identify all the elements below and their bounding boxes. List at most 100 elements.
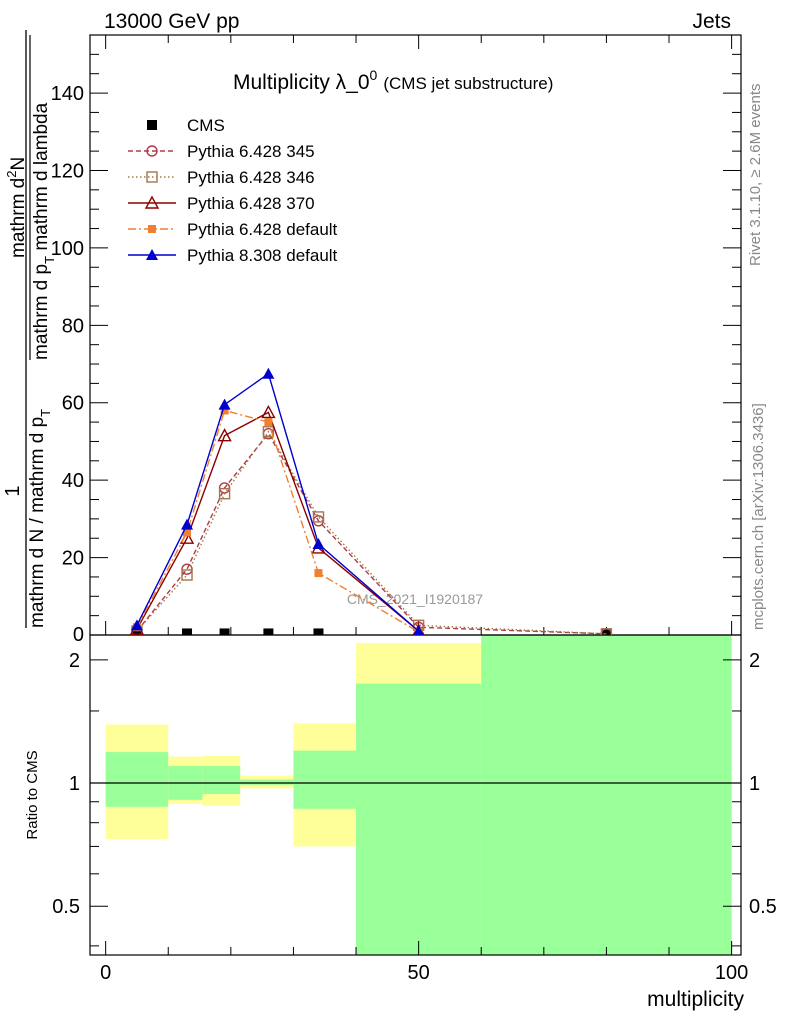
marker-square xyxy=(601,628,612,635)
ylabel-upper-sup: 2 xyxy=(4,171,19,178)
ratio-band-green xyxy=(481,635,732,955)
ratio-band-green xyxy=(105,752,169,807)
series-pythia-8-308-default xyxy=(130,367,425,635)
x-tick-label: 100 xyxy=(715,962,748,984)
y-tick-label: 20 xyxy=(62,548,84,570)
main-axes: 20 40 60 80 100 120 140 0 xyxy=(51,34,741,646)
marker-square-open xyxy=(146,171,158,183)
legend-label: Pythia 6.428 346 xyxy=(187,168,315,187)
series-line xyxy=(136,430,607,635)
ratio-ylabel: Ratio to CMS xyxy=(24,750,41,839)
series-line xyxy=(136,409,419,633)
legend-label: Pythia 6.428 345 xyxy=(187,142,315,161)
ratio-band-green xyxy=(356,683,482,955)
marker-square xyxy=(263,628,274,635)
y-tick-label: 60 xyxy=(62,393,84,415)
legend: CMS Pythia 6.428 345 Pythia 6.428 346 Pythi… xyxy=(128,116,338,265)
marker-triangle-filled xyxy=(146,249,158,260)
ylabel-denominator: mathrm d N / mathrm d pT mathrm d lambda xyxy=(27,409,53,628)
ratio-bands xyxy=(105,635,732,955)
rivet-label: Rivet 3.1.10, ≥ 2.6M events xyxy=(747,84,764,267)
series-line xyxy=(136,372,420,632)
y-tick-label: 80 xyxy=(62,315,84,337)
marker-square-open xyxy=(218,488,231,500)
legend-item: Pythia 6.428 346 xyxy=(128,168,315,187)
legend-label: Pythia 6.428 370 xyxy=(187,194,315,213)
legend-label: CMS xyxy=(187,116,225,135)
ylabel-denominator-text: mathrm d N / mathrm d p xyxy=(27,417,48,628)
marker-triangle-filled xyxy=(312,538,325,550)
header-energy: 13000 GeV pp xyxy=(104,10,239,33)
y-tick-label: 120 xyxy=(51,160,84,182)
y-tick-label: 100 xyxy=(51,238,84,260)
ratio-band-green xyxy=(202,766,241,795)
y-tick-label-zero: 0 xyxy=(73,624,84,646)
ratio-band-green xyxy=(240,779,294,785)
legend-item: CMS xyxy=(147,116,225,135)
chart-title-sup: 0 xyxy=(370,67,378,83)
ratio-y-tick-label: 1 xyxy=(69,773,80,795)
ylabel-upper-dlambda: mathrm d lambda xyxy=(31,102,52,256)
marker-triangle-open xyxy=(261,404,276,419)
marker-circle-open xyxy=(146,145,158,157)
legend-item: Pythia 6.428 345 xyxy=(128,142,315,161)
chart-title: Multiplicity λ_00 (CMS jet substructure) xyxy=(233,67,553,94)
ratio-y-tick-label: 2 xyxy=(69,650,80,672)
marker-triangle-filled xyxy=(413,625,425,635)
ratio-y-tick-label-right: 2 xyxy=(749,650,760,672)
marker-circle-open xyxy=(181,563,193,575)
chart-title-main: Multiplicity λ_0 xyxy=(233,71,370,94)
legend-item: Pythia 8.308 default xyxy=(128,246,338,265)
series-layer xyxy=(129,367,613,635)
marker-triangle-filled xyxy=(181,518,194,530)
marker-triangle-filled xyxy=(130,619,143,631)
marker-square xyxy=(147,120,157,130)
marker-square-open xyxy=(181,569,193,581)
xlabel: multiplicity xyxy=(647,988,744,1011)
chart-title-note: (CMS jet substructure) xyxy=(383,74,553,93)
ratio-axes: 0.5 0.5 1 1 2 2 0 50 100 xyxy=(52,650,777,984)
legend-label: Pythia 8.308 default xyxy=(187,246,338,265)
marker-triangle-filled xyxy=(262,367,275,379)
series-pythia-6-428-345 xyxy=(131,428,613,635)
ratio-y-tick-label: 0.5 xyxy=(52,896,80,918)
series-cms xyxy=(131,628,612,635)
header-process: Jets xyxy=(692,10,731,33)
marker-square-small xyxy=(220,406,229,415)
y-tick-label: 140 xyxy=(51,83,84,105)
marker-square-open xyxy=(600,628,613,635)
ylabel-upper-d: mathrm d xyxy=(8,178,29,258)
analysis-watermark: CMS_2021_I1920187 xyxy=(347,591,483,607)
marker-square xyxy=(219,628,230,635)
marker-square-small xyxy=(183,528,192,537)
marker-square xyxy=(313,628,324,635)
marker-square xyxy=(182,628,193,635)
y-tick-label: 40 xyxy=(62,470,84,492)
marker-square-small xyxy=(314,569,323,578)
marker-square-small xyxy=(148,225,156,233)
marker-square-small xyxy=(264,418,273,427)
series-pythia-6-428-346 xyxy=(131,426,613,635)
mcplots-label: mcplots.cern.ch [arXiv:1306.3436] xyxy=(750,403,767,630)
ratio-band-green xyxy=(293,750,357,809)
legend-item: Pythia 6.428 370 xyxy=(128,194,315,213)
legend-label: Pythia 6.428 default xyxy=(187,220,338,239)
ylabel-upper-N: N xyxy=(8,157,29,171)
ylabel-numerator: 1 xyxy=(2,485,24,496)
marker-square xyxy=(131,628,142,635)
ylabel-denominator-sub: T xyxy=(38,409,53,417)
ratio-y-tick-label-right: 1 xyxy=(749,773,760,795)
ratio-y-tick-label-right: 0.5 xyxy=(749,896,777,918)
ylabel-upper-sub: T xyxy=(42,256,57,264)
ylabel-upper-numerator: mathrm d2N xyxy=(4,157,29,258)
ylabel-upper-dp: mathrm d p xyxy=(31,264,52,360)
x-tick-label: 50 xyxy=(408,962,430,984)
marker-triangle-filled xyxy=(218,398,231,410)
legend-item: Pythia 6.428 default xyxy=(128,220,338,239)
marker-square-open xyxy=(312,511,325,523)
marker-square-open xyxy=(262,426,275,438)
ylabel-upper-denominator: mathrm d pT mathrm d lambda xyxy=(31,102,57,360)
marker-triangle-open xyxy=(217,428,232,442)
